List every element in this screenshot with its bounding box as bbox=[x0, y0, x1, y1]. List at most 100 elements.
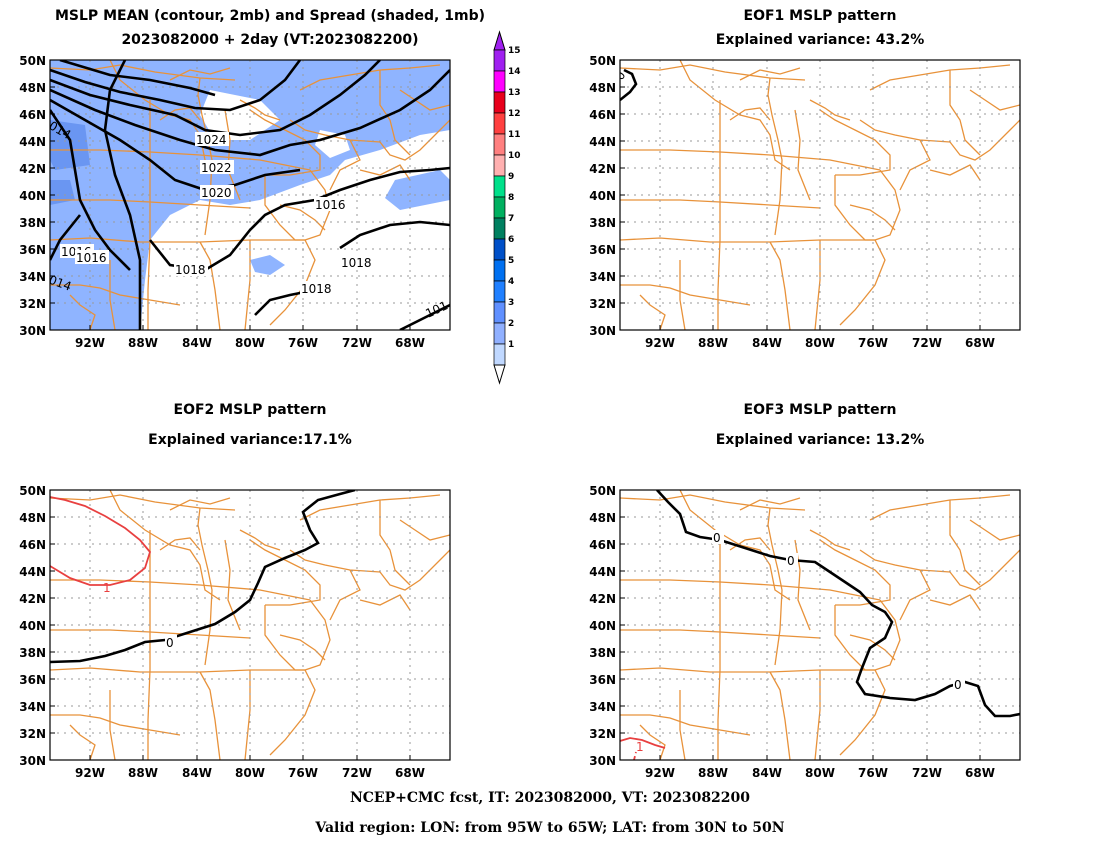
eof3-title-line1: EOF3 MSLP pattern bbox=[743, 402, 897, 418]
lon-tick-label: 80W bbox=[235, 766, 265, 780]
lon-tick-label: 84W bbox=[752, 766, 782, 780]
lon-tick-label: 72W bbox=[342, 766, 372, 780]
colorbar-label: 5 bbox=[508, 256, 514, 266]
mean-title-line2: 2023082000 + 2day (VT:2023082200) bbox=[121, 32, 419, 48]
lat-tick-label: 50N bbox=[19, 54, 46, 68]
eof2-title-line1: EOF2 MSLP pattern bbox=[173, 402, 327, 418]
lon-tick-label: 76W bbox=[858, 336, 888, 350]
lon-tick-label: 72W bbox=[912, 336, 942, 350]
colorbar-label: 15 bbox=[508, 46, 521, 56]
colorbar-label: 13 bbox=[508, 88, 521, 98]
colorbar-label: 1 bbox=[508, 340, 514, 350]
colorbar-label: 2 bbox=[508, 319, 514, 329]
lat-tick-label: 40N bbox=[19, 189, 46, 203]
colorbar-swatch bbox=[493, 196, 506, 219]
colorbar-label: 7 bbox=[508, 214, 514, 224]
lon-tick-label: 88W bbox=[698, 336, 728, 350]
lon-tick-label: 92W bbox=[645, 766, 675, 780]
mean-title-line1: MSLP MEAN (contour, 2mb) and Spread (sha… bbox=[55, 8, 485, 24]
lat-tick-label: 44N bbox=[19, 565, 46, 579]
contour-label-1022: 1022 bbox=[201, 161, 232, 175]
colorbar-label: 3 bbox=[508, 298, 514, 308]
lat-tick-label: 32N bbox=[19, 727, 46, 741]
colorbar-swatch bbox=[493, 133, 506, 156]
lat-tick-label: 34N bbox=[589, 700, 616, 714]
axis-labels: 50N 48N 46N 44N 42N 40N 38N 36N 34N 32N 30N 92W 88W 8… bbox=[19, 54, 995, 780]
mslp-contours bbox=[50, 60, 450, 330]
lon-tick-label: 80W bbox=[235, 336, 265, 350]
contour-label-1018-west: 1018 bbox=[175, 263, 206, 277]
eof2-contour-label-1: 1 bbox=[103, 581, 111, 595]
contour-label-1020: 1020 bbox=[201, 186, 232, 200]
footer-valid-region: Valid region: LON: from 95W to 65W; LAT:… bbox=[315, 820, 785, 836]
lat-tick-label: 34N bbox=[19, 270, 46, 284]
lat-tick-label: 36N bbox=[589, 243, 616, 257]
lat-tick-label: 38N bbox=[589, 216, 616, 230]
colorbar-swatch bbox=[493, 154, 506, 177]
colorbar-label: 8 bbox=[508, 193, 514, 203]
lon-tick-label: 68W bbox=[965, 336, 995, 350]
lat-tick-label: 50N bbox=[589, 484, 616, 498]
lon-tick-label: 84W bbox=[752, 336, 782, 350]
lon-tick-label: 84W bbox=[182, 766, 212, 780]
colorbar-swatch bbox=[493, 259, 506, 282]
lon-tick-label: 76W bbox=[288, 766, 318, 780]
lat-tick-label: 48N bbox=[589, 511, 616, 525]
eof1-contour-label-0: 0 bbox=[612, 69, 628, 83]
contour-label-1018-south: 1018 bbox=[301, 282, 332, 296]
colorbar-label: 9 bbox=[508, 172, 514, 182]
lat-tick-label: 48N bbox=[589, 81, 616, 95]
lon-tick-label: 88W bbox=[698, 766, 728, 780]
lat-tick-label: 42N bbox=[589, 162, 616, 176]
lat-tick-label: 48N bbox=[19, 511, 46, 525]
lat-tick-label: 30N bbox=[19, 324, 46, 338]
lat-tick-label: 38N bbox=[589, 646, 616, 660]
eof3-contour-label-0-middle: 0 bbox=[787, 554, 795, 568]
lat-tick-label: 44N bbox=[589, 135, 616, 149]
lat-tick-label: 30N bbox=[19, 754, 46, 768]
contour-label-1024: 1024 bbox=[196, 133, 227, 147]
lat-tick-label: 46N bbox=[19, 538, 46, 552]
lat-tick-label: 42N bbox=[19, 162, 46, 176]
lon-tick-label: 68W bbox=[965, 766, 995, 780]
colorbar-swatch bbox=[493, 238, 506, 261]
colorbar-min-arrow bbox=[493, 364, 506, 385]
contour-label-1014-south: 014 bbox=[47, 273, 73, 294]
lon-tick-label: 76W bbox=[288, 336, 318, 350]
contour-label-1018-east: 1018 bbox=[341, 256, 372, 270]
colorbar-swatch bbox=[493, 322, 506, 345]
lat-tick-label: 32N bbox=[19, 297, 46, 311]
lat-tick-label: 40N bbox=[589, 619, 616, 633]
colorbar-swatch bbox=[493, 280, 506, 303]
lat-tick-label: 44N bbox=[19, 135, 46, 149]
colorbar-swatch bbox=[493, 343, 506, 366]
contour-label-1016-west-b: 1016 bbox=[76, 251, 107, 265]
colorbar-swatch bbox=[493, 301, 506, 324]
eof3-positive-contour bbox=[620, 737, 666, 749]
eof2-title-line2: Explained variance:17.1% bbox=[148, 432, 352, 448]
eof2-contour-label-0: 0 bbox=[166, 636, 174, 650]
lat-tick-label: 42N bbox=[589, 592, 616, 606]
lat-tick-label: 34N bbox=[19, 700, 46, 714]
lat-tick-label: 32N bbox=[589, 297, 616, 311]
colorbar-swatch bbox=[493, 70, 506, 93]
spread-colorbar: 15 14 13 12 11 10 9 8 7 6 5 4 3 2 1 bbox=[493, 30, 521, 385]
lon-tick-label: 72W bbox=[342, 336, 372, 350]
eof1-title-line2: Explained variance: 43.2% bbox=[715, 32, 925, 48]
lon-tick-label: 80W bbox=[805, 336, 835, 350]
lat-tick-label: 50N bbox=[19, 484, 46, 498]
lat-tick-label: 36N bbox=[19, 673, 46, 687]
eof3-contour-label-1: 1 bbox=[636, 740, 644, 754]
colorbar-label: 10 bbox=[508, 151, 521, 161]
eof2-positive-contour bbox=[50, 496, 152, 586]
lon-tick-label: 72W bbox=[912, 766, 942, 780]
colorbar-swatch bbox=[493, 112, 506, 135]
lat-tick-label: 38N bbox=[19, 216, 46, 230]
lat-tick-label: 40N bbox=[19, 619, 46, 633]
lon-tick-label: 68W bbox=[395, 766, 425, 780]
lat-tick-label: 46N bbox=[589, 108, 616, 122]
colorbar-swatch bbox=[493, 217, 506, 240]
lat-tick-label: 46N bbox=[19, 108, 46, 122]
lon-tick-label: 76W bbox=[858, 766, 888, 780]
colorbar-swatch bbox=[493, 91, 506, 114]
